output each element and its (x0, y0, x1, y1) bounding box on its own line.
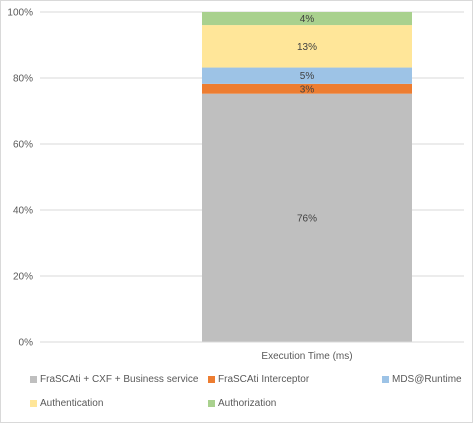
legend-row-2: Authentication Authorization (30, 398, 470, 422)
bar-stack (202, 12, 412, 342)
legend-label: FraSCAti Interceptor (218, 374, 310, 385)
axes: 0% 20% 40% 60% 80% 100% Execution Time (ms) (7, 8, 464, 362)
y-tick-label: 80% (13, 74, 33, 85)
data-label: 3% (300, 84, 315, 95)
legend-swatch (30, 376, 37, 383)
bar-segment (202, 12, 412, 26)
legend-row-1: FraSCAti + CXF + Business service FraSCA… (30, 374, 470, 398)
stacked-bar-chart: 76% 3% 5% 13% 4% 0% 20% 40% 60% 80% 100% Execution… (7, 8, 464, 362)
data-label: 13% (297, 42, 317, 53)
legend-label: FraSCAti + CXF + Business service (40, 374, 199, 385)
bar-segment (202, 25, 412, 68)
y-tick-label: 60% (13, 140, 33, 151)
y-tick-label: 100% (7, 8, 33, 19)
y-tick-label: 40% (13, 206, 33, 217)
legend-item-frascati-interceptor: FraSCAti Interceptor (208, 374, 309, 385)
data-label: 4% (300, 14, 315, 25)
bar-segment (202, 83, 412, 94)
category-label: Execution Time (ms) (261, 351, 352, 362)
legend-swatch (382, 376, 389, 383)
legend-swatch (208, 400, 215, 407)
legend-label: Authentication (40, 398, 104, 409)
y-tick-label: 20% (13, 272, 33, 283)
legend-swatch (30, 400, 37, 407)
legend-item-mds-runtime: MDS@Runtime (382, 374, 462, 385)
data-label: 76% (297, 213, 317, 224)
legend-item-authorization: Authorization (208, 398, 276, 409)
legend-item-frascati-cxf-business: FraSCAti + CXF + Business service (30, 374, 198, 385)
legend-label: MDS@Runtime (392, 374, 462, 385)
legend-swatch (208, 376, 215, 383)
bar-segment (202, 93, 412, 342)
data-labels: 76% 3% 5% 13% 4% (297, 14, 317, 224)
bar-segment (202, 67, 412, 84)
legend-label: Authorization (218, 398, 277, 409)
data-label: 5% (300, 71, 315, 82)
legend: FraSCAti + CXF + Business service FraSCA… (30, 374, 470, 422)
y-tick-label: 0% (19, 338, 34, 349)
legend-item-authentication: Authentication (30, 398, 103, 409)
